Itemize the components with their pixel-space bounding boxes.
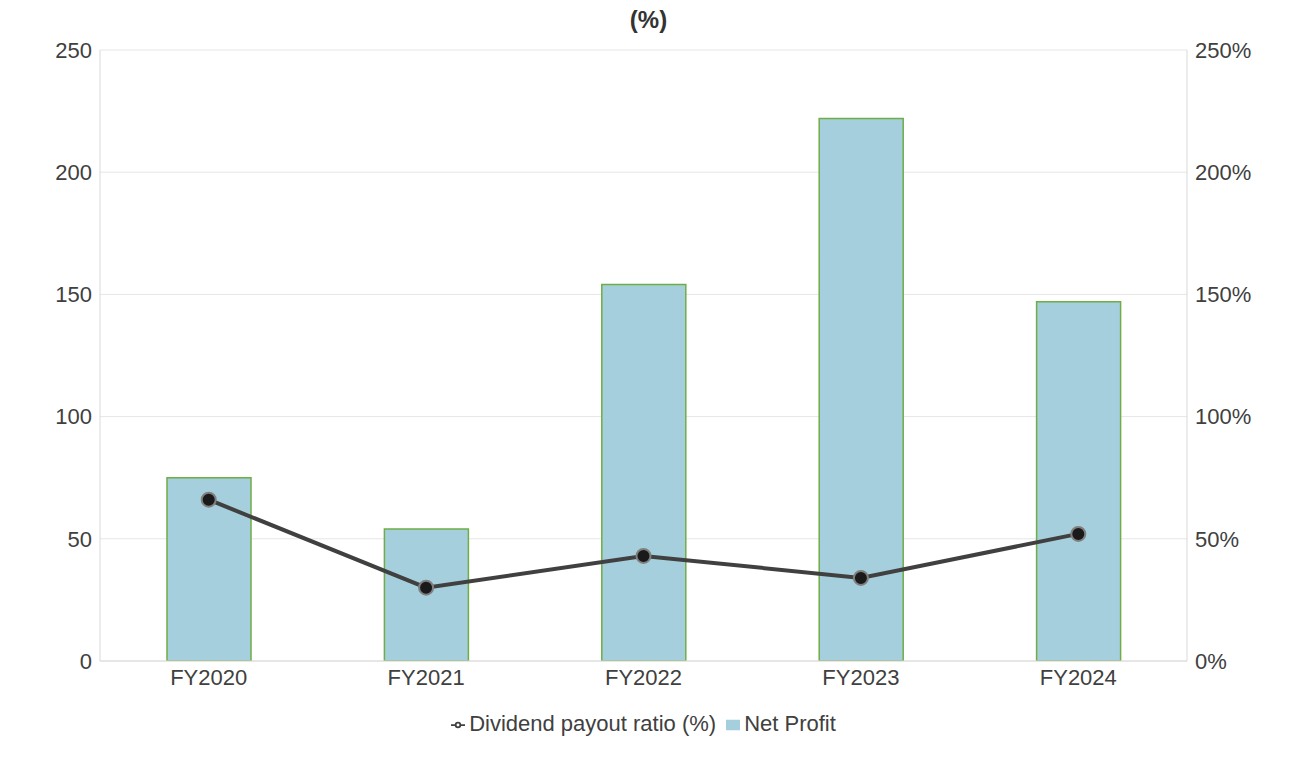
svg-text:250: 250 bbox=[55, 38, 92, 63]
svg-text:FY2020: FY2020 bbox=[170, 665, 247, 690]
svg-text:FY2021: FY2021 bbox=[388, 665, 465, 690]
svg-text:0: 0 bbox=[80, 649, 92, 674]
svg-text:150%: 150% bbox=[1195, 282, 1251, 307]
svg-text:100: 100 bbox=[55, 404, 92, 429]
svg-text:FY2024: FY2024 bbox=[1040, 665, 1117, 690]
svg-text:200: 200 bbox=[55, 160, 92, 185]
svg-text:50: 50 bbox=[68, 527, 92, 552]
html-text:Dividend payout ratio (%): Dividend payout ratio (%) bbox=[469, 711, 717, 736]
svg-text:200%: 200% bbox=[1195, 160, 1251, 185]
svg-text:FY2023: FY2023 bbox=[822, 665, 899, 690]
svg-text:100%: 100% bbox=[1195, 404, 1251, 429]
svg-text:0%: 0% bbox=[1195, 649, 1227, 674]
svg-text:50%: 50% bbox=[1195, 527, 1239, 552]
svg-text:250%: 250% bbox=[1195, 38, 1251, 63]
svg-text:150: 150 bbox=[55, 282, 92, 307]
svg-text:FY2022: FY2022 bbox=[605, 665, 682, 690]
html-text:Net Profit: Net Profit bbox=[744, 711, 836, 736]
